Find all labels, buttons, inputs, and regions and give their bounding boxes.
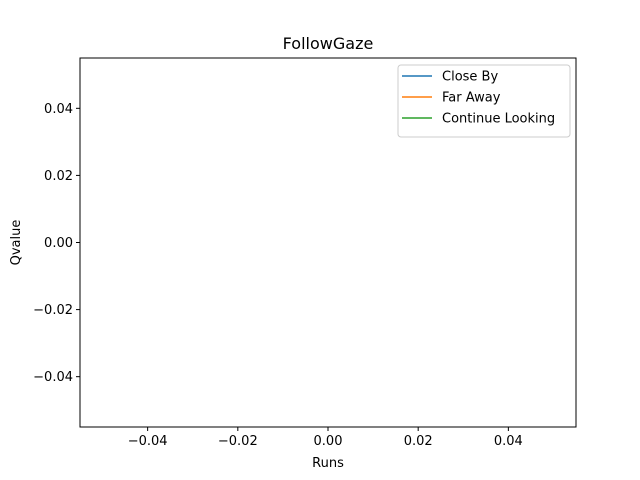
- x-axis-ticks: −0.04 −0.02 0.00 0.02 0.04: [128, 427, 523, 449]
- y-tick-label: 0.04: [44, 102, 73, 117]
- y-tick-label: −0.02: [33, 303, 73, 318]
- plot-frame: [79, 57, 577, 428]
- x-tick-label: 0.02: [404, 434, 433, 449]
- x-tick-label: 0.04: [494, 434, 523, 449]
- y-tick-label: 0.00: [44, 236, 73, 251]
- chart-title: FollowGaze: [283, 34, 374, 53]
- y-axis-ticks: −0.04 −0.02 0.00 0.02 0.04: [33, 102, 80, 385]
- legend-box: [397, 64, 571, 138]
- x-tick-label: 0.00: [314, 434, 343, 449]
- y-tick-label: −0.04: [33, 370, 73, 385]
- y-tick-label: 0.02: [44, 169, 73, 184]
- legend-label: Close By: [442, 70, 498, 85]
- x-tick-label: −0.04: [128, 434, 168, 449]
- x-tick-label: −0.02: [218, 434, 258, 449]
- legend-label: Continue Looking: [442, 112, 555, 127]
- legend: Close By Far Away Continue Looking: [397, 64, 571, 138]
- y-axis-label: Qvalue: [9, 220, 24, 266]
- x-axis-label: Runs: [312, 456, 344, 471]
- legend-label: Far Away: [442, 91, 501, 106]
